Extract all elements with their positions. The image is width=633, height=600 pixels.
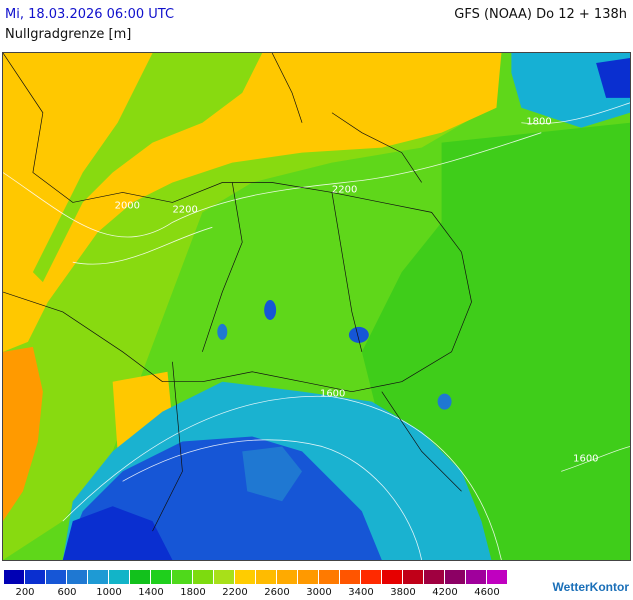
legend-swatch — [361, 570, 382, 584]
legend-swatch — [151, 570, 172, 584]
legend-tick: 3400 — [348, 587, 374, 598]
legend-swatch — [4, 570, 25, 584]
field-green-strip — [32, 53, 263, 283]
legend-swatch — [298, 570, 319, 584]
parameter-title: Nullgradgrenze [m] — [5, 27, 132, 42]
legend-swatch — [46, 570, 67, 584]
contour-label-1: 1800 — [526, 117, 551, 128]
legend-tick: 2200 — [222, 587, 248, 598]
legend-swatch — [25, 570, 46, 584]
legend-tick: 3800 — [390, 587, 416, 598]
legend-swatch — [235, 570, 256, 584]
legend-swatch — [256, 570, 277, 584]
legend-tick: 600 — [57, 587, 77, 598]
spot-blue-2 — [348, 326, 369, 343]
legend-tick: 200 — [15, 587, 35, 598]
field-darkblue-south — [62, 506, 173, 560]
legend-swatch — [130, 570, 151, 584]
legend-swatch — [424, 570, 445, 584]
legend-swatch — [67, 570, 88, 584]
contour-label-5: 1600 — [320, 389, 345, 400]
contour-label-3: 2000 — [115, 200, 140, 211]
legend-tick: 4200 — [432, 587, 458, 598]
legend-tick: 2600 — [264, 587, 290, 598]
legend-tick: 1000 — [96, 587, 122, 598]
legend-swatch — [487, 570, 508, 584]
legend-swatch — [445, 570, 466, 584]
legend-swatch — [340, 570, 361, 584]
legend-tick-labels: 200 600 1000 1400 1800 2200 2600 3000 3400 3800 42… — [4, 587, 524, 599]
field-lightblue-south — [242, 446, 303, 502]
legend-swatch — [277, 570, 298, 584]
contour-lines — [3, 102, 630, 560]
legend-swatch — [109, 570, 130, 584]
legend-swatch — [403, 570, 424, 584]
model-run-label: GFS (NOAA) Do 12 + 138h — [454, 7, 627, 22]
legend-tick: 4600 — [474, 587, 500, 598]
forecast-datetime: Mi, 18.03.2026 06:00 UTC — [5, 7, 175, 22]
freezing-level-map: 1800 2200 2000 2200 1600 1600 — [2, 52, 631, 561]
legend-swatch — [172, 570, 193, 584]
legend-swatch — [319, 570, 340, 584]
legend-tick: 1800 — [180, 587, 206, 598]
legend-swatch — [193, 570, 214, 584]
contour-label-4: 2200 — [172, 204, 197, 215]
legend-tick: 3000 — [306, 587, 332, 598]
contour-label-2: 2200 — [332, 184, 357, 195]
field-blue-northeast — [596, 57, 630, 98]
field-orange-west — [3, 346, 43, 522]
legend-tick: 1400 — [138, 587, 164, 598]
legend-swatch — [88, 570, 109, 584]
spot-blue-1 — [264, 300, 277, 320]
legend-swatch — [214, 570, 235, 584]
spot-blue-3 — [437, 393, 452, 410]
contour-label-6: 1600 — [573, 453, 598, 464]
color-legend — [4, 570, 508, 584]
legend-swatch — [382, 570, 403, 584]
spot-blue-4 — [217, 323, 228, 340]
country-borders — [3, 53, 472, 532]
legend-swatch — [466, 570, 487, 584]
brand-logo: WetterKontor — [552, 580, 629, 594]
